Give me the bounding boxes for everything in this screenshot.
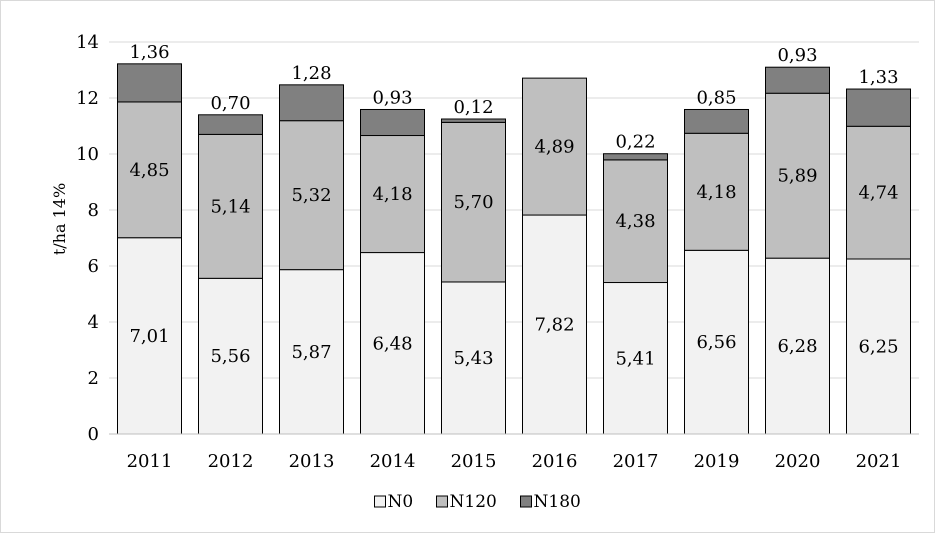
data-label-n120-2013: 5,32 xyxy=(291,185,331,206)
bar-n180-2012 xyxy=(198,114,263,135)
legend-label-n180: N180 xyxy=(534,492,581,512)
data-label-n120-2021: 4,74 xyxy=(858,183,898,204)
legend-swatch-n180 xyxy=(520,495,532,508)
x-tick-label: 2012 xyxy=(208,451,254,472)
data-label-n0-2011: 7,01 xyxy=(129,326,169,347)
bar-n120-2020 xyxy=(765,92,830,259)
data-label-n0-2020: 6,28 xyxy=(777,336,817,357)
bar-n120-2011 xyxy=(117,101,182,239)
data-label-n180-2015: 0,12 xyxy=(453,97,493,118)
y-tick-label: 4 xyxy=(88,312,99,333)
legend: N0 N120 N180 xyxy=(374,492,581,512)
data-label-n120-2016: 4,89 xyxy=(534,137,574,158)
data-label-n180-2014: 0,93 xyxy=(372,87,412,108)
bar-n0-2016 xyxy=(522,214,587,435)
data-label-n180-2020: 0,93 xyxy=(777,45,817,66)
bar-n180-2017 xyxy=(603,153,668,161)
x-tick-label: 2013 xyxy=(289,451,335,472)
data-label-n120-2011: 4,85 xyxy=(129,160,169,181)
bar-n0-2012 xyxy=(198,277,263,435)
y-tick-label: 0 xyxy=(88,424,99,445)
data-label-n180-2019: 0,85 xyxy=(696,87,736,108)
data-label-n120-2020: 5,89 xyxy=(777,166,817,187)
x-tick-label: 2019 xyxy=(694,451,740,472)
data-labels: 7,01 4,85 1,36 5,56 5,14 0,70 5,87 5,32 1,28 6,48… xyxy=(129,42,898,369)
data-label-n0-2019: 6,56 xyxy=(696,332,736,353)
bar-n180-2020 xyxy=(765,66,830,94)
bar-n120-2017 xyxy=(603,159,668,284)
x-tick-label: 2014 xyxy=(370,451,416,472)
bar-n180-2011 xyxy=(117,63,182,103)
bar-n120-2014 xyxy=(360,135,425,254)
y-tick-label: 6 xyxy=(88,256,99,277)
bar-n0-2017 xyxy=(603,282,668,435)
data-label-n0-2014: 6,48 xyxy=(372,333,412,354)
data-label-n0-2021: 6,25 xyxy=(858,337,898,358)
data-label-n0-2012: 5,56 xyxy=(210,346,250,367)
data-label-n120-2014: 4,18 xyxy=(372,184,412,205)
data-label-n180-2017: 0,22 xyxy=(615,132,655,153)
data-label-n120-2019: 4,18 xyxy=(696,182,736,203)
y-tick-label: 8 xyxy=(88,200,99,221)
data-label-n0-2013: 5,87 xyxy=(291,342,331,363)
legend-swatch-n0 xyxy=(374,495,386,508)
axes: 0 2 4 6 8 10 12 14 2011 2012 2013 2014 2015 2016 2017 2… xyxy=(76,32,919,472)
x-tick-label: 2021 xyxy=(856,451,902,472)
data-label-n0-2017: 5,41 xyxy=(615,348,655,369)
bar-n180-2021 xyxy=(846,88,911,127)
x-tick-label: 2015 xyxy=(451,451,497,472)
data-label-n180-2013: 1,28 xyxy=(291,63,331,84)
data-label-n0-2016: 7,82 xyxy=(534,315,574,336)
bar-n120-2013 xyxy=(279,120,344,271)
x-tick-label: 2016 xyxy=(532,451,578,472)
bar-n0-2019 xyxy=(684,249,749,435)
bar-n0-2014 xyxy=(360,252,425,435)
bar-n120-2016 xyxy=(522,77,587,216)
legend-swatch-n120 xyxy=(436,495,448,508)
bar-n0-2013 xyxy=(279,269,344,435)
data-label-n180-2011: 1,36 xyxy=(129,42,169,63)
data-label-n0-2015: 5,43 xyxy=(453,348,493,369)
x-tick-label: 2011 xyxy=(127,451,173,472)
y-tick-label: 10 xyxy=(76,144,99,165)
y-tick-label: 12 xyxy=(76,88,99,109)
data-label-n120-2017: 4,38 xyxy=(615,211,655,232)
x-tick-label: 2020 xyxy=(775,451,821,472)
bar-n120-2012 xyxy=(198,133,263,279)
bar-n120-2021 xyxy=(846,125,911,260)
bar-n180-2015 xyxy=(441,118,506,123)
legend-label-n120: N120 xyxy=(450,492,497,512)
y-tick-label: 14 xyxy=(76,32,99,53)
legend-label-n0: N0 xyxy=(388,492,414,512)
bar-n0-2015 xyxy=(441,281,506,435)
data-label-n120-2015: 5,70 xyxy=(453,192,493,213)
data-label-n120-2012: 5,14 xyxy=(210,196,250,217)
bar-n180-2014 xyxy=(360,108,425,137)
bar-n120-2019 xyxy=(684,132,749,251)
bar-n180-2013 xyxy=(279,84,344,122)
x-tick-label: 2017 xyxy=(613,451,659,472)
bars xyxy=(117,63,911,435)
y-axis-title: t/ha 14% xyxy=(50,183,69,255)
bar-n120-2015 xyxy=(441,121,506,283)
data-label-n180-2012: 0,70 xyxy=(210,93,250,114)
bar-n180-2019 xyxy=(684,108,749,134)
data-label-n180-2021: 1,33 xyxy=(858,67,898,88)
y-tick-label: 2 xyxy=(88,368,99,389)
bar-n0-2021 xyxy=(846,258,911,435)
